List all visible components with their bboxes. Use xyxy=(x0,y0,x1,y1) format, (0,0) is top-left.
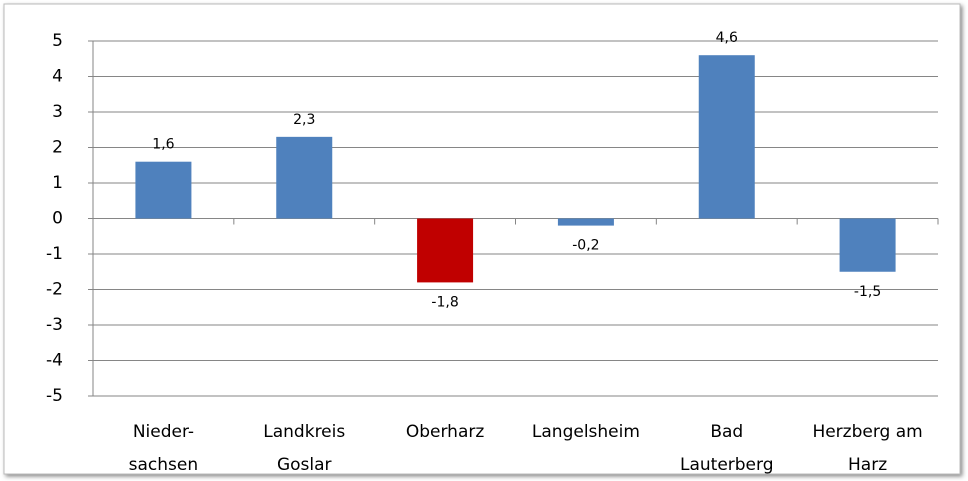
y-tick-label: 3 xyxy=(52,102,63,122)
x-tick-label: Langelsheim xyxy=(532,422,640,442)
x-tick-label: Nieder- xyxy=(133,422,194,442)
y-tick-label: -4 xyxy=(46,351,63,371)
x-tick-label: Bad xyxy=(710,422,743,442)
x-tick-label: Goslar xyxy=(277,455,332,475)
bar xyxy=(698,55,755,219)
x-tick-label: Lauterberg xyxy=(680,455,774,475)
y-tick-label: 4 xyxy=(52,67,63,87)
chart-frame xyxy=(3,3,961,475)
value-label: 4,6 xyxy=(716,30,738,46)
value-label: -0,2 xyxy=(572,238,599,254)
bar xyxy=(839,218,896,272)
bar xyxy=(557,218,614,226)
value-label: -1,5 xyxy=(854,284,881,300)
bar xyxy=(417,218,474,283)
y-tick-label: 2 xyxy=(52,138,63,158)
x-tick-label: Oberharz xyxy=(406,422,485,442)
y-tick-label: -3 xyxy=(46,315,63,335)
y-tick-label: -1 xyxy=(46,244,63,264)
bar xyxy=(276,136,333,219)
y-tick-label: 5 xyxy=(52,31,63,51)
value-label: 2,3 xyxy=(293,112,315,128)
bar xyxy=(135,161,192,219)
y-tick-label: -5 xyxy=(46,386,63,406)
y-tick-label: 1 xyxy=(52,173,63,193)
y-tick-label: -2 xyxy=(46,280,63,300)
x-tick-label: Herzberg am xyxy=(812,422,922,442)
value-label: 1,6 xyxy=(152,137,174,153)
value-label: -1,8 xyxy=(431,294,458,310)
y-tick-label: 0 xyxy=(52,209,63,229)
x-tick-label: Landkreis xyxy=(263,422,345,442)
x-tick-label: Harz xyxy=(848,455,887,475)
x-tick-label: sachsen xyxy=(129,455,199,475)
